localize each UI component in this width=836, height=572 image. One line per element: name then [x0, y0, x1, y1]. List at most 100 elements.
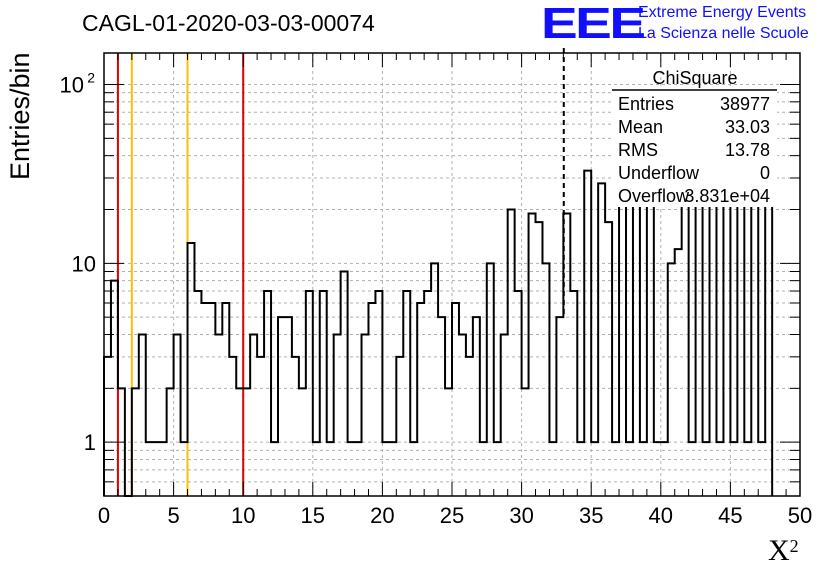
stats-row-value: 3.831e+04: [684, 186, 770, 206]
histogram-bin: [236, 388, 243, 496]
stats-row-value: 0: [760, 163, 770, 183]
histogram-bin: [146, 442, 153, 496]
x-tick-label: 15: [301, 503, 325, 528]
histogram-bin: [549, 442, 556, 496]
histogram-bin: [389, 442, 396, 496]
histogram-bin: [431, 263, 438, 496]
stats-row-label: Entries: [618, 94, 674, 114]
histogram-bin: [174, 334, 181, 496]
histogram-bin: [153, 442, 160, 496]
histogram-bin: [278, 317, 285, 496]
x-tick-label: 35: [579, 503, 603, 528]
histogram-bin: [403, 291, 410, 496]
stats-title: ChiSquare: [652, 68, 737, 88]
histogram-bin: [208, 303, 215, 496]
histogram-bin: [271, 442, 278, 496]
histogram-bin: [689, 442, 696, 496]
histogram-bin: [473, 317, 480, 496]
histogram-bin: [542, 263, 549, 496]
histogram-bin: [417, 303, 424, 496]
histogram-bin: [466, 357, 473, 496]
x-axis-label-text: X: [768, 534, 790, 567]
histogram-bin: [584, 171, 591, 496]
histogram-bin: [438, 317, 445, 496]
histogram-bin: [160, 442, 167, 496]
histogram-bin: [668, 263, 675, 496]
histogram-bin: [515, 291, 522, 496]
histogram-bin: [222, 303, 229, 496]
histogram-bin: [139, 334, 146, 496]
stats-row-label: Overflow: [618, 186, 690, 206]
histogram-bin: [744, 442, 751, 496]
histogram-bin: [410, 442, 417, 496]
histogram-bin: [675, 249, 682, 496]
histogram-bin: [188, 243, 195, 496]
eee-logo: EEE: [541, 0, 646, 48]
histogram-bin: [229, 357, 236, 496]
y-axis-label: Entries/bin: [5, 52, 35, 180]
histogram-bin: [341, 272, 348, 496]
histogram-bin: [730, 442, 737, 496]
histogram-bin: [215, 334, 222, 496]
histogram-bin: [167, 388, 174, 496]
histogram-bin: [563, 213, 570, 496]
chart-title: CAGL-01-2020-03-03-00074: [82, 10, 375, 36]
histogram-bin: [445, 388, 452, 496]
histogram-bin: [612, 442, 619, 496]
histogram-bin: [459, 334, 466, 496]
histogram-bin: [243, 388, 250, 496]
histogram-bin: [626, 442, 633, 496]
histogram-bin: [104, 357, 111, 496]
x-tick-label: 0: [98, 503, 110, 528]
histogram-bin: [194, 291, 201, 496]
x-tick-label: 40: [649, 503, 673, 528]
x-tick-label: 45: [718, 503, 742, 528]
histogram-bin: [396, 357, 403, 496]
histogram-bin: [640, 442, 647, 496]
histogram-bin: [299, 388, 306, 496]
histogram-bin: [313, 442, 320, 496]
x-tick-label: 5: [167, 503, 179, 528]
stats-row-value: 33.03: [725, 117, 770, 137]
histogram-bin: [334, 334, 341, 496]
histogram-bin: [654, 442, 661, 496]
y-tick-label: 10: [60, 72, 84, 97]
histogram-bin: [605, 222, 612, 496]
histogram-bin: [758, 442, 765, 496]
y-tick-label: 1: [84, 430, 96, 455]
histogram-bin: [285, 317, 292, 496]
histogram-bin: [424, 291, 431, 496]
x-tick-label: 20: [370, 503, 394, 528]
histogram-bin: [703, 442, 710, 496]
logo-line-1: Extreme Energy Events: [638, 4, 807, 21]
histogram-bin: [320, 291, 327, 496]
histogram-bin: [647, 171, 654, 496]
histogram-bin: [598, 183, 605, 496]
histogram-series: [103, 91, 774, 497]
stats-row-label: Underflow: [618, 163, 700, 183]
histogram-bin: [619, 192, 626, 496]
histogram-bin: [264, 291, 271, 496]
histogram-bin: [201, 303, 208, 496]
histogram-bin: [480, 442, 487, 496]
histogram-bin: [501, 334, 508, 496]
histogram-bin: [368, 303, 375, 496]
stats-row-label: Mean: [618, 117, 663, 137]
histogram-bin: [661, 442, 668, 496]
y-tick-label: 10: [72, 251, 96, 276]
x-tick-label: 25: [440, 503, 464, 528]
histogram-bin: [522, 388, 529, 496]
histogram-bin: [306, 291, 313, 496]
histogram-bin: [181, 442, 188, 496]
y-tick-label-sup: 2: [87, 69, 95, 85]
stats-row-label: RMS: [618, 140, 658, 160]
histogram-bin: [452, 303, 459, 496]
histogram-bin: [570, 291, 577, 496]
histogram-bin: [355, 442, 362, 496]
histogram-bin: [529, 213, 536, 496]
histogram-bin: [536, 222, 543, 496]
histogram-bin: [250, 334, 257, 496]
stats-row-value: 13.78: [725, 140, 770, 160]
